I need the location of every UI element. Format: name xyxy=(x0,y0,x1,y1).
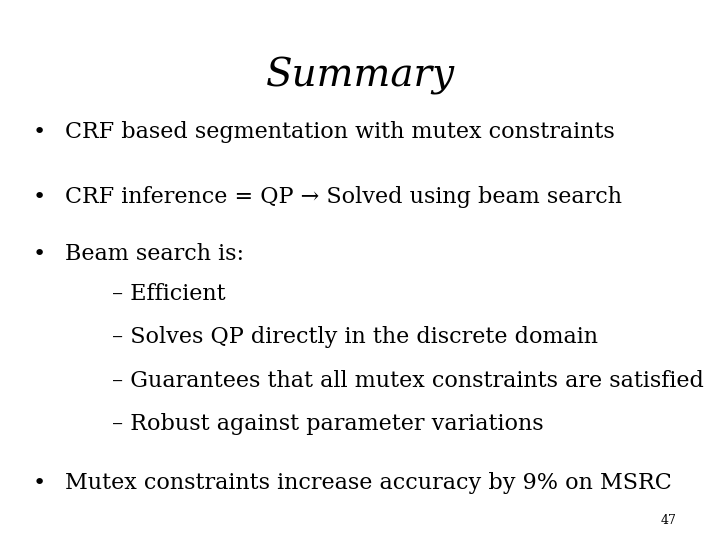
Text: Mutex constraints increase accuracy by 9% on MSRC: Mutex constraints increase accuracy by 9… xyxy=(65,472,672,494)
Text: 47: 47 xyxy=(661,514,677,526)
Text: CRF inference = QP → Solved using beam search: CRF inference = QP → Solved using beam s… xyxy=(65,186,622,208)
Text: – Efficient: – Efficient xyxy=(112,284,225,305)
Text: – Solves QP directly in the discrete domain: – Solves QP directly in the discrete dom… xyxy=(112,327,598,348)
Text: – Robust against parameter variations: – Robust against parameter variations xyxy=(112,413,543,435)
Text: – Guarantees that all mutex constraints are satisfied: – Guarantees that all mutex constraints … xyxy=(112,370,703,392)
Text: Beam search is:: Beam search is: xyxy=(65,243,244,265)
Text: •: • xyxy=(33,473,46,494)
Text: •: • xyxy=(33,122,46,143)
Text: CRF based segmentation with mutex constraints: CRF based segmentation with mutex constr… xyxy=(65,122,615,143)
Text: •: • xyxy=(33,244,46,264)
Text: Summary: Summary xyxy=(266,57,454,94)
Text: •: • xyxy=(33,187,46,207)
